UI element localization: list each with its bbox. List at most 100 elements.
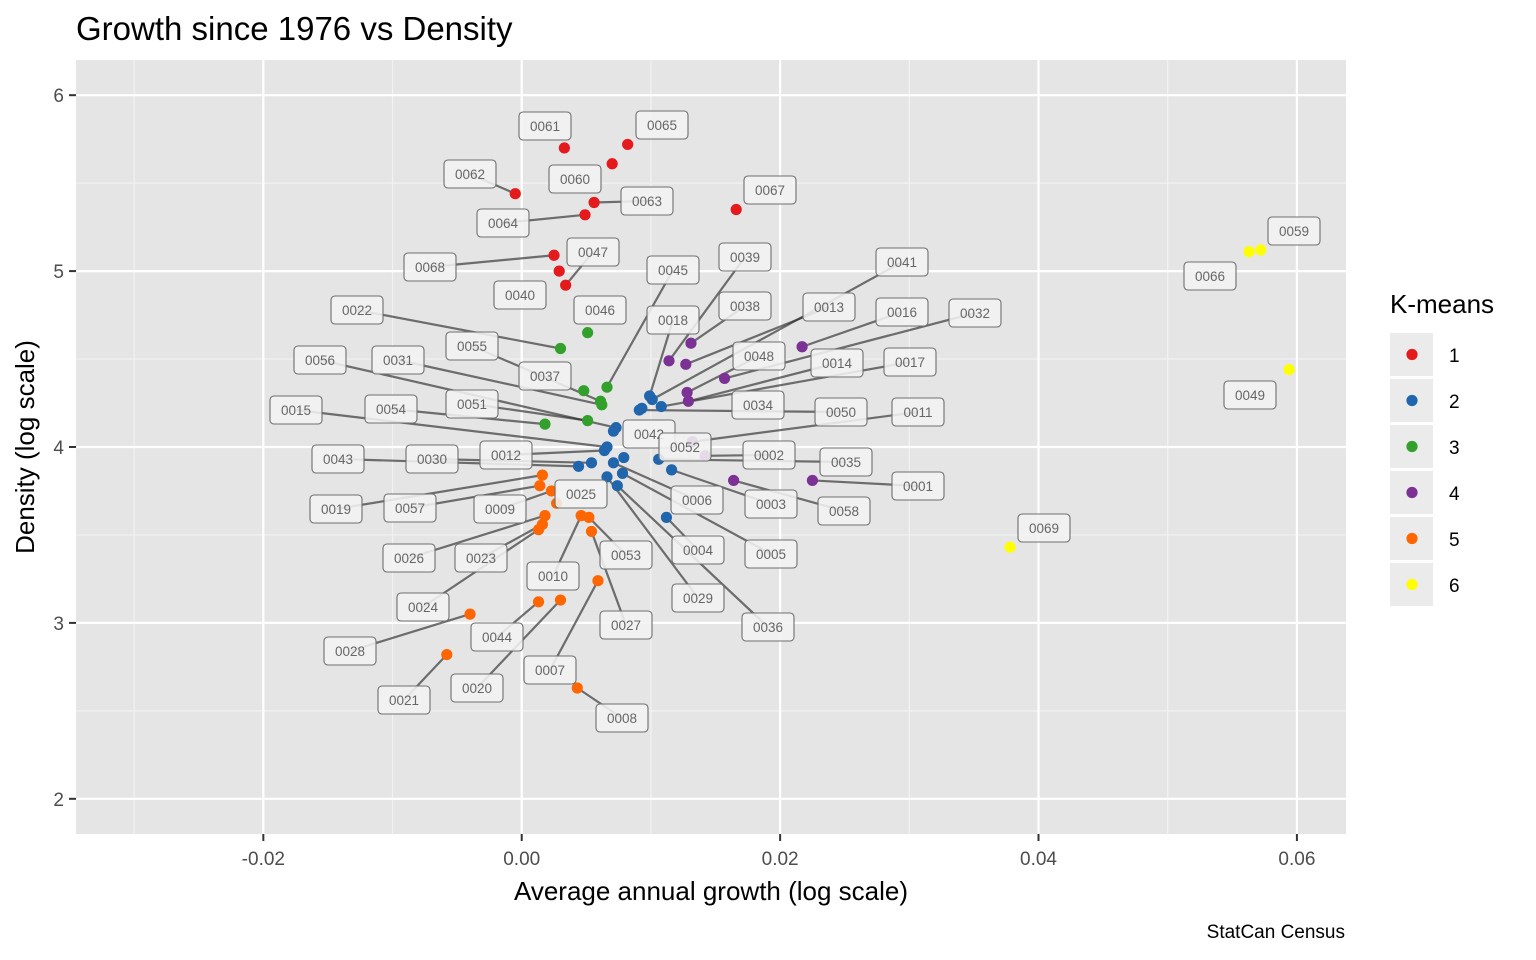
point-0061 — [558, 142, 570, 154]
label-0016: 0016 — [875, 297, 929, 327]
label-text: 0019 — [321, 502, 351, 517]
label-text: 0046 — [585, 303, 615, 318]
label-box — [1267, 216, 1321, 246]
label-box — [1017, 513, 1071, 543]
label-text: 0063 — [632, 194, 662, 209]
legend: K-means 1 2 3 4 5 6 — [1390, 289, 1494, 606]
label-box — [311, 444, 365, 474]
label-0063: 0063 — [620, 186, 674, 216]
label-box — [743, 175, 797, 205]
x-axis-title: Average annual growth (log scale) — [514, 876, 908, 906]
point-0003 — [665, 464, 678, 476]
label-box — [671, 535, 725, 565]
label-0062: 0062 — [443, 159, 497, 189]
point-0069 — [1004, 541, 1016, 553]
label-0036: 0036 — [741, 612, 795, 642]
legend-label: 5 — [1449, 530, 1460, 551]
point-0017 — [655, 400, 667, 413]
label-box — [883, 347, 937, 377]
point-0009 — [545, 485, 558, 497]
legend-swatch — [1406, 348, 1418, 361]
label-box — [382, 543, 436, 573]
label-box — [891, 471, 945, 501]
label-0055: 0055 — [445, 331, 499, 361]
label-0010: 0010 — [526, 561, 580, 591]
label-box — [744, 539, 798, 569]
point-0067 — [730, 203, 742, 216]
label-box — [523, 655, 577, 685]
label-box — [554, 479, 608, 509]
label-text: 0050 — [826, 405, 856, 420]
point-0022 — [554, 342, 567, 355]
legend-item-6: 6 — [1390, 563, 1460, 606]
label-text: 0055 — [457, 339, 487, 354]
label-0020: 0020 — [450, 673, 504, 703]
label-box — [493, 280, 547, 310]
label-box — [646, 255, 700, 285]
point-0020 — [554, 594, 567, 606]
legend-swatch — [1406, 578, 1418, 591]
label-box — [445, 331, 499, 361]
point-0068 — [548, 249, 560, 261]
label-text: 0020 — [462, 681, 492, 696]
label-text: 0012 — [491, 448, 521, 463]
label-0054: 0054 — [364, 394, 418, 424]
label-text: 0018 — [658, 313, 688, 328]
point-0026 — [539, 510, 551, 522]
label-0047: 0047 — [566, 237, 620, 267]
legend-item-4: 4 — [1390, 471, 1460, 514]
label-text: 0006 — [682, 493, 712, 508]
label-box — [445, 389, 499, 419]
label-text: 0001 — [903, 479, 933, 494]
point-0047 — [560, 279, 572, 291]
label-0001: 0001 — [891, 471, 945, 501]
label-box — [817, 496, 871, 526]
point-0066 — [1243, 246, 1255, 258]
label-box — [377, 685, 431, 715]
label-text: 0064 — [488, 216, 519, 231]
y-tick-label: 5 — [53, 262, 64, 283]
label-box — [731, 390, 785, 420]
label-0015: 0015 — [269, 395, 323, 425]
label-box — [526, 561, 580, 591]
label-box — [732, 341, 786, 371]
point-0064 — [579, 209, 591, 221]
label-0019: 0019 — [309, 494, 363, 524]
leader-line-0011 — [692, 410, 919, 443]
label-box — [671, 583, 725, 613]
label-text: 0021 — [389, 693, 419, 708]
point-0019 — [536, 469, 548, 481]
label-0059: 0059 — [1267, 216, 1321, 246]
label-box — [470, 622, 524, 652]
label-text: 0003 — [756, 497, 786, 512]
label-0025: 0025 — [554, 479, 608, 509]
point-0046 — [582, 327, 594, 339]
point-0063 — [588, 196, 600, 209]
label-0037: 0037 — [518, 361, 572, 391]
point-0059 — [1255, 244, 1267, 256]
label-text: 0004 — [683, 543, 714, 558]
label-0021: 0021 — [377, 685, 431, 715]
leader-line-0029 — [606, 476, 699, 599]
label-box — [364, 394, 418, 424]
label-text: 0048 — [744, 349, 774, 364]
point-0065 — [622, 138, 634, 151]
point-0006 — [607, 457, 620, 469]
label-box — [383, 493, 437, 523]
leader-line-0041 — [651, 261, 903, 401]
label-text: 0059 — [1279, 224, 1309, 239]
label-text: 0035 — [831, 455, 861, 470]
leader-line-0022 — [356, 308, 561, 350]
point-0032 — [718, 372, 731, 384]
point-0045 — [601, 381, 613, 393]
label-text: 0016 — [887, 305, 917, 320]
label-0056: 0056 — [293, 345, 347, 375]
label-0012: 0012 — [479, 440, 533, 470]
label-0049: 0049 — [1223, 380, 1277, 410]
label-text: 0061 — [530, 119, 560, 134]
label-box — [718, 291, 772, 321]
leader-line-0017 — [661, 360, 911, 408]
label-0034: 0034 — [731, 390, 785, 420]
label-0026: 0026 — [382, 543, 436, 573]
